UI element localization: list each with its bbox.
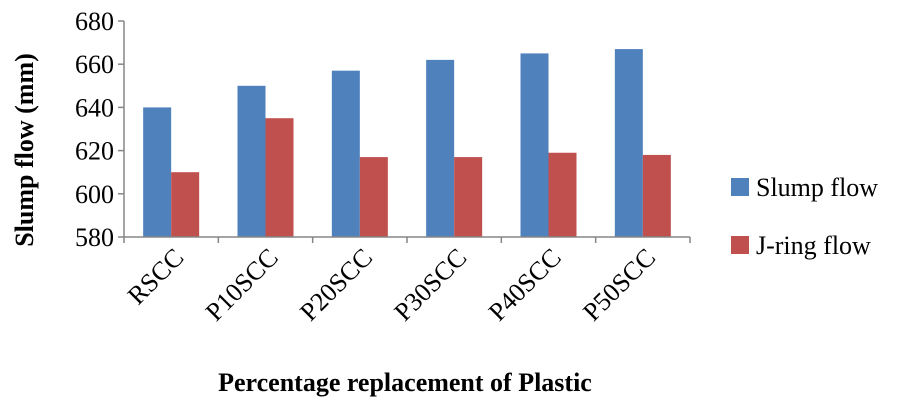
bar-j-ring-flow-p50scc [642, 154, 671, 237]
x-tick-label: P40SCC [483, 243, 567, 327]
legend-label: Slump flow [756, 173, 878, 202]
x-axis-title: Percentage replacement of Plastic [218, 368, 592, 397]
bar-j-ring-flow-p40scc [548, 152, 577, 237]
legend-swatch [731, 178, 749, 196]
bar-j-ring-flow-p10scc [265, 118, 294, 237]
legend-swatch [731, 236, 749, 254]
bar-slump-flow-p50scc [614, 49, 643, 237]
x-axis: RSCC P10SCC P20SCC P30SCC P40SCC P50SCC [122, 236, 691, 327]
bar-slump-flow-p40scc [520, 53, 549, 238]
bar-slump-flow-p20scc [331, 70, 360, 238]
y-tick-label: 680 [75, 7, 114, 36]
y-tick-label: 620 [75, 137, 114, 166]
x-tick-label: P30SCC [389, 243, 473, 327]
bar-slump-flow-p30scc [426, 59, 455, 237]
y-axis-title: Slump flow (mm) [10, 53, 39, 247]
y-tick-label: 640 [75, 93, 114, 122]
legend: Slump flow J-ring flow [731, 173, 878, 260]
bar-j-ring-flow-p30scc [454, 157, 483, 237]
y-tick-label: 600 [75, 180, 114, 209]
y-axis: 580 600 620 640 660 680 [75, 7, 125, 252]
y-tick-label: 660 [75, 50, 114, 79]
x-tick-label: P50SCC [577, 243, 661, 327]
x-tick-label: RSCC [122, 243, 190, 311]
bar-slump-flow-p10scc [237, 85, 266, 237]
bar-j-ring-flow-rscc [171, 172, 200, 237]
bars [143, 49, 671, 238]
y-tick-label: 580 [75, 223, 114, 252]
legend-label: J-ring flow [756, 231, 871, 260]
x-tick-label: P20SCC [294, 243, 378, 327]
bar-slump-flow-rscc [143, 107, 172, 238]
bar-j-ring-flow-p20scc [359, 157, 388, 237]
x-tick-label: P10SCC [200, 243, 284, 327]
